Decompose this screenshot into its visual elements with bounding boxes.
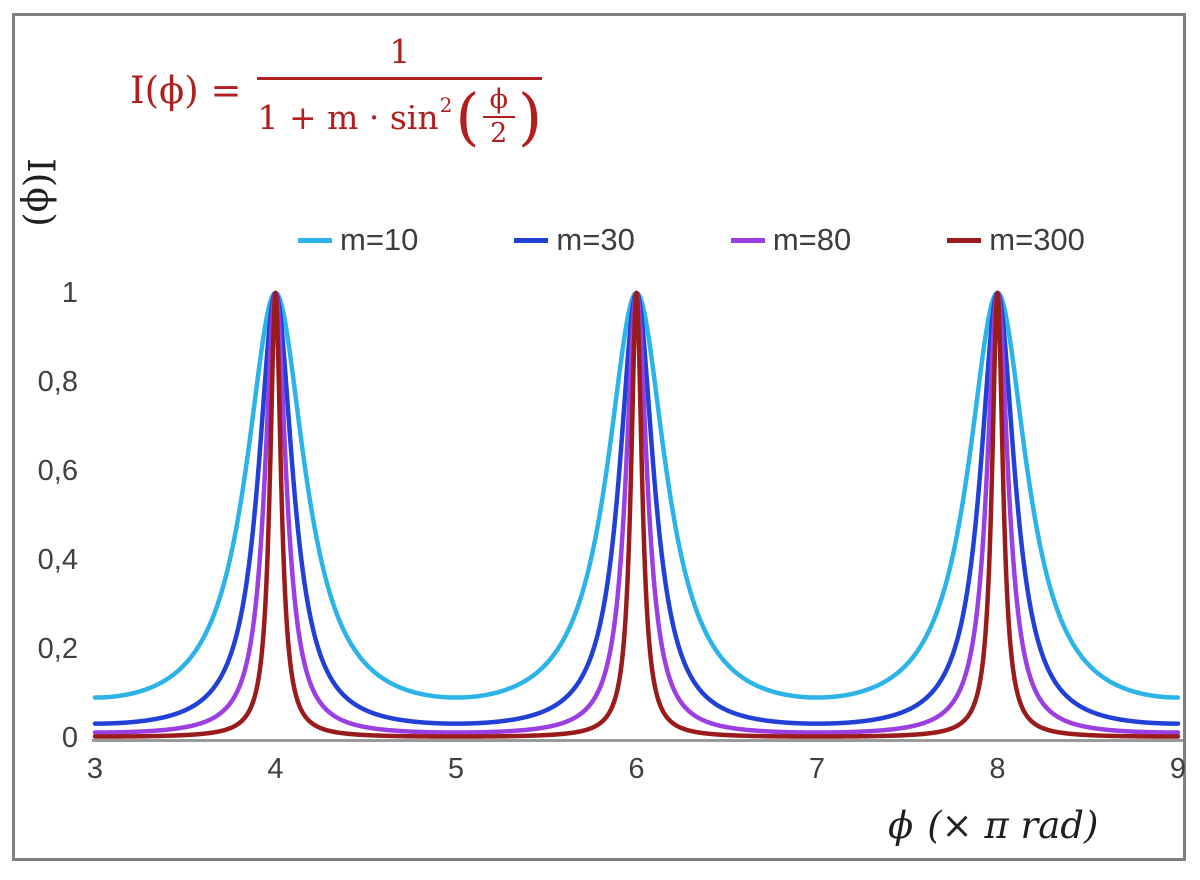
curve-m300 xyxy=(92,290,1181,739)
legend-label: m=30 xyxy=(556,222,635,257)
curve-m30 xyxy=(92,290,1181,726)
y-tick-label: 0,2 xyxy=(37,633,78,665)
legend-swatch xyxy=(947,237,982,243)
legend-label: m=300 xyxy=(989,222,1085,257)
legend-label: m=10 xyxy=(340,222,419,257)
x-tick-label: 3 xyxy=(86,753,104,785)
legend-item-m10: m=10 xyxy=(298,222,418,258)
legend-label: m=80 xyxy=(772,222,852,257)
formula-inner-fraction: ϕ 2 xyxy=(482,85,515,150)
y-tick-label: 1 xyxy=(61,277,78,309)
formula-close-paren: ) xyxy=(517,80,543,154)
legend-swatch xyxy=(514,237,549,243)
x-tick-label: 8 xyxy=(989,753,1006,785)
y-tick-label: 0,6 xyxy=(37,455,78,487)
formula-exponent: 2 xyxy=(439,93,453,118)
y-axis-label: I(ϕ) xyxy=(18,157,62,227)
formula-inner-denominator: 2 xyxy=(490,118,508,150)
x-axis-label-units: (× π rad) xyxy=(927,804,1099,847)
legend-swatch xyxy=(730,237,765,243)
legend-item-m300: m=300 xyxy=(947,222,1085,258)
formula-denominator: 1 + m · sin 2 ( ϕ 2 ) xyxy=(257,80,542,149)
legend-item-m80: m=80 xyxy=(730,222,852,258)
x-tick-label: 4 xyxy=(267,753,284,785)
x-tick-label: 5 xyxy=(447,753,465,785)
x-tick-label: 7 xyxy=(808,753,826,785)
formula-fraction: 1 1 + m · sin 2 ( ϕ 2 ) xyxy=(257,32,543,149)
y-tick-label: 0 xyxy=(61,722,78,754)
legend-item-m30: m=30 xyxy=(514,222,635,258)
x-tick-label: 6 xyxy=(628,753,645,785)
legend: m=10 m=30 m=80 m=300 xyxy=(298,222,1085,258)
formula: I(ϕ) = 1 1 + m · sin 2 ( ϕ 2 ) xyxy=(130,32,543,149)
formula-den-prefix: 1 + m · sin xyxy=(257,97,439,137)
formula-open-paren: ( xyxy=(455,80,480,154)
formula-lhs: I(ϕ) = xyxy=(130,68,242,112)
x-axis-label: ϕ (× π rad) xyxy=(888,804,1098,847)
formula-inner-numerator: ϕ xyxy=(482,85,515,119)
x-tick-label: 9 xyxy=(1169,753,1187,785)
curve-m80 xyxy=(92,290,1181,735)
y-tick-label: 0,4 xyxy=(37,544,78,576)
y-tick-label: 0,8 xyxy=(37,366,78,398)
legend-swatch xyxy=(298,237,332,243)
formula-numerator: 1 xyxy=(257,32,543,80)
x-axis-label-phi: ϕ xyxy=(888,804,914,847)
